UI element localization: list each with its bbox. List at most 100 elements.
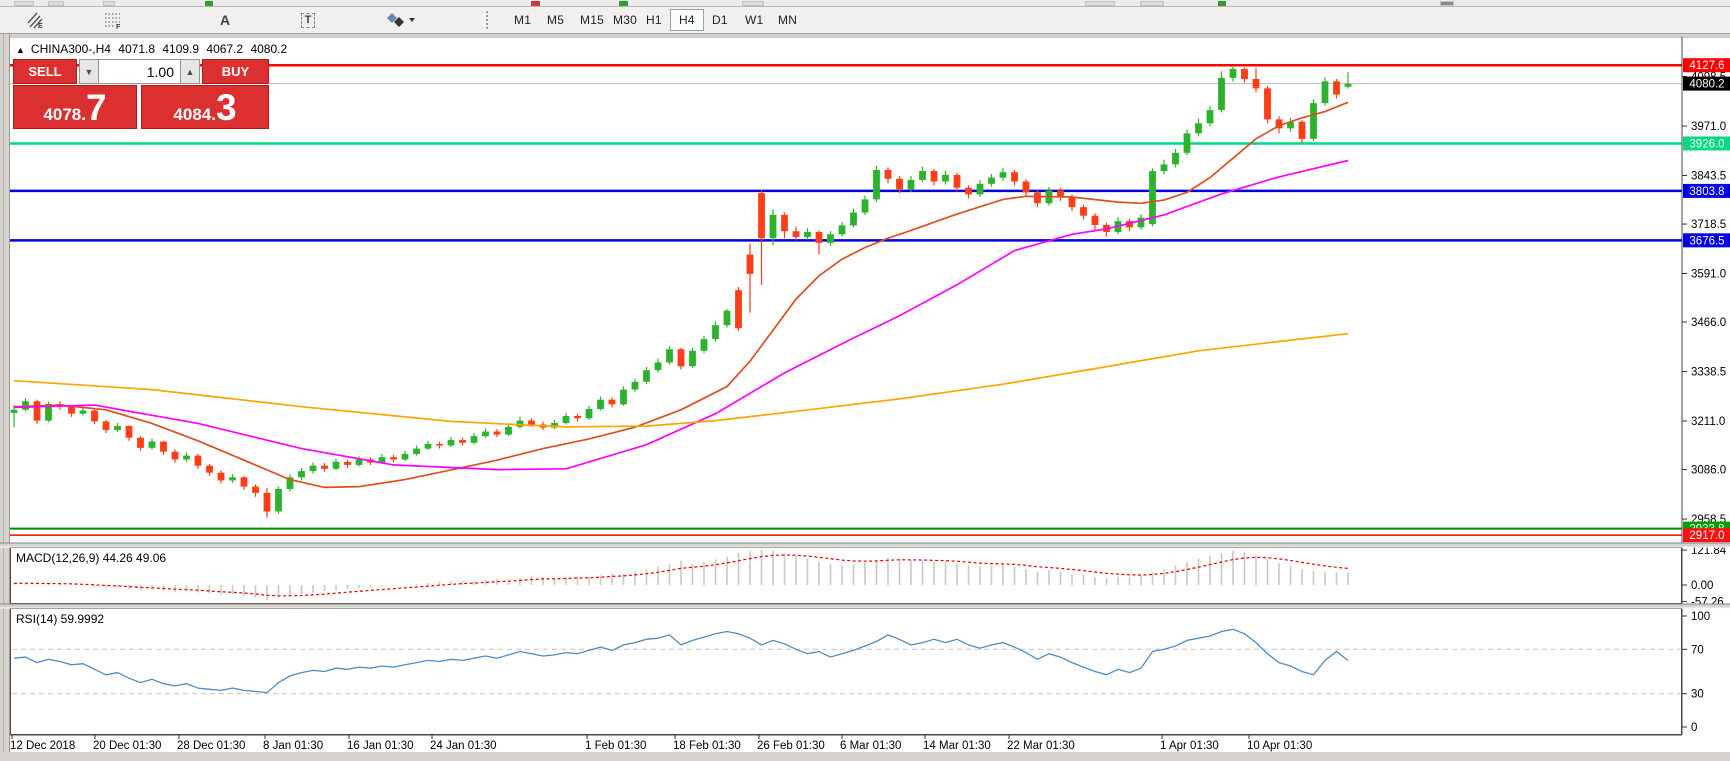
price-badge [1683,233,1730,248]
arrows-icon[interactable] [378,9,424,31]
price-tick-label: 3338.5 [1691,367,1726,379]
rsi-pane-frame [10,608,1682,735]
one-click-trade-panel: SELL ▼ ▲ BUY 4078.7 4084.3 [13,59,269,129]
volume-decrease-button[interactable]: ▼ [79,59,99,84]
macd-tick-label: 0.00 [1691,580,1713,592]
sell-button[interactable]: SELL [13,59,77,84]
date-axis[interactable]: 12 Dec 2018 20 Dec 01:30 28 Dec 01:30 8 Jan… [10,734,1682,752]
price-badge-label: 4127.6 [1689,60,1724,72]
timeframe-w1[interactable]: W1 [745,13,764,27]
ma-slow-line[interactable] [13,332,1349,428]
toolbar-fragment [531,1,540,6]
toolbar-fragment [48,1,64,6]
rsi-tick-label: 100 [1691,611,1710,623]
rsi-pane[interactable] [10,608,1682,735]
date-tick-label: 26 Feb 01:30 [757,740,825,752]
price-badge-label: 2917.0 [1689,530,1724,542]
date-tick-label: 10 Apr 01:30 [1247,740,1312,752]
ohlc-open: 4071.8 [118,42,155,56]
date-tick-label: 16 Jan 01:30 [347,740,414,752]
toolbar-fragment [205,1,213,6]
timeframe-m5[interactable]: M5 [547,13,565,27]
timeframe-h4[interactable]: H4 [670,9,704,31]
price-badge-label: 3926.0 [1689,138,1724,150]
ma-medium-line[interactable] [13,159,1349,471]
date-tick-label: 14 Mar 01:30 [923,740,991,752]
top-toolbar-strip [0,0,1730,7]
macd-indicator-label: MACD(12,26,9) 44.26 49.06 [16,551,167,565]
timeframe-m1[interactable]: M1 [514,13,532,27]
date-tick-label: 1 Apr 01:30 [1160,740,1219,752]
window-left-frame [0,34,10,761]
bottom-strip [0,752,1730,761]
timeframe-m30[interactable]: M30 [613,13,637,27]
buy-price-dot: . [211,105,216,124]
pane-separator[interactable] [0,543,1730,547]
date-tick-label: 1 Feb 01:30 [585,740,646,752]
price-pane[interactable] [10,63,1682,536]
price-tick-label: 3971.0 [1691,121,1726,133]
symbol-name: CHINA300-,H4 [30,42,111,56]
text-icon[interactable]: A [212,9,238,31]
equidistant-channel-icon[interactable]: E [22,9,48,31]
fibonacci-icon[interactable]: F [100,9,126,31]
sell-price-dot: . [81,105,86,124]
price-tick-label: 3466.0 [1691,317,1726,329]
buy-price-button[interactable]: 4084. 3 [141,85,269,129]
toolbar-drag-handle[interactable] [486,11,489,29]
rsi-tick-label: 70 [1691,644,1704,656]
ma-fast-line[interactable] [13,101,1349,489]
text-label-icon-glyph: T [300,12,316,28]
buy-button[interactable]: BUY [202,59,269,84]
timeframe-mn[interactable]: MN [778,13,798,27]
price-badge [1683,528,1730,543]
collapse-panel-icon[interactable]: ▲ [16,45,25,55]
toolbar-fragment [1140,1,1164,6]
timeframe-h1[interactable]: H1 [646,13,662,27]
price-badge [1683,136,1730,151]
sell-price-fraction: 7 [85,87,107,128]
pane-separator[interactable] [0,604,1730,608]
price-badge-label: 3803.8 [1689,186,1724,198]
sell-price-button[interactable]: 4078. 7 [13,85,137,129]
price-badge [1683,58,1730,73]
rsi-line [13,628,1349,694]
macd-signal-line [13,554,1349,597]
price-badge [1683,76,1730,91]
buy-price-main: 4084 [173,105,212,124]
date-tick-label: 12 Dec 2018 [10,740,75,752]
text-label-icon[interactable]: T [295,9,321,31]
rsi-tick-label: 0 [1691,722,1697,734]
date-tick-label: 8 Jan 01:30 [263,740,323,752]
date-tick-label: 18 Feb 01:30 [673,740,741,752]
date-tick-label: 20 Dec 01:30 [93,740,161,752]
price-badge-label: 4080.2 [1689,79,1724,91]
price-badge-label: 3676.5 [1689,235,1724,247]
date-tick-label: 22 Mar 01:30 [1007,740,1075,752]
date-tick-label: 24 Jan 01:30 [430,740,497,752]
chart-symbol-header: ▲ CHINA300-,H4 4071.8 4109.9 4067.2 4080.… [16,42,291,56]
timeframe-d1[interactable]: D1 [712,13,728,27]
line-studies-toolbar: E F A T M1 M5 M15 M30 H1 H4 D [0,7,1730,34]
volume-input[interactable] [99,59,180,84]
svg-text:E: E [38,23,43,29]
macd-pane[interactable] [10,547,1682,604]
timeframe-m15[interactable]: M15 [580,13,604,27]
price-tick-label: 3591.0 [1691,269,1726,281]
date-tick-label: 6 Mar 01:30 [840,740,901,752]
price-tick-label: 3086.0 [1691,465,1726,477]
ohlc-low: 4067.2 [206,42,244,56]
toolbar-fragment [1218,1,1226,6]
volume-increase-button[interactable]: ▲ [180,59,200,84]
toolbar-fragment [1440,1,1454,6]
ohlc-high: 4109.9 [162,42,200,56]
price-badge [1683,183,1730,198]
price-axis[interactable]: 4098.53971.03843.53718.53591.03466.03338… [1681,37,1730,735]
date-tick-label: 28 Dec 01:30 [177,740,245,752]
toolbar-fragment [14,1,34,6]
sell-price-main: 4078 [43,105,82,124]
price-tick-label: 3843.5 [1691,170,1726,182]
toolbar-fragment [1085,1,1115,6]
